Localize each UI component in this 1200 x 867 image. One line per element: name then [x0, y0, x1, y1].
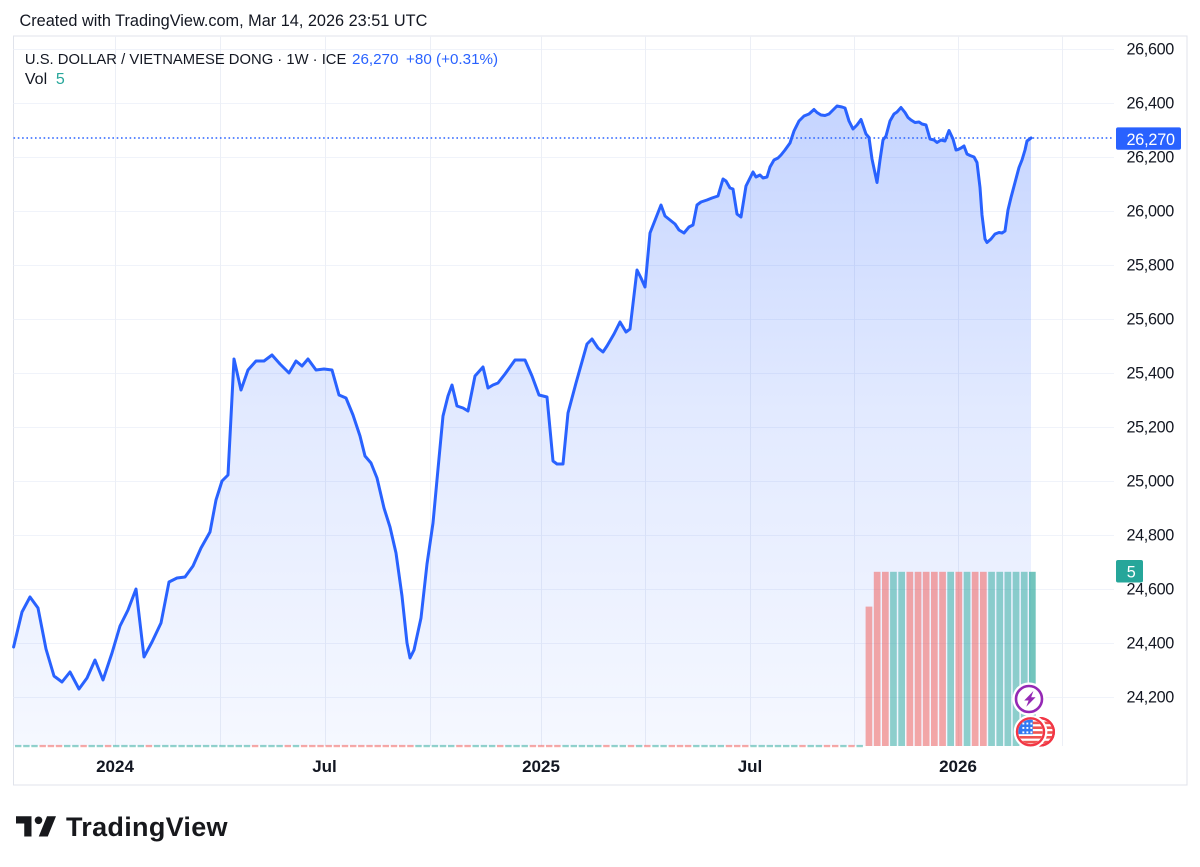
svg-text:5: 5 — [56, 71, 65, 88]
svg-text:24,800: 24,800 — [1127, 527, 1175, 545]
svg-text:26,000: 26,000 — [1127, 203, 1175, 221]
svg-text:26,270: 26,270 — [1127, 131, 1176, 149]
svg-text:Vol: Vol — [25, 71, 47, 88]
svg-text:26,600: 26,600 — [1127, 41, 1175, 59]
svg-text:Jul: Jul — [312, 757, 337, 776]
svg-text:Jul: Jul — [738, 757, 763, 776]
svg-text:26,400: 26,400 — [1127, 95, 1175, 113]
svg-text:25,000: 25,000 — [1127, 473, 1175, 491]
svg-text:Created with TradingView.com,: Created with TradingView.com, Mar 14, 20… — [20, 12, 428, 30]
svg-text:26,270 +80 (+0.31%): 26,270 +80 (+0.31%) — [352, 51, 498, 68]
svg-text:24,600: 24,600 — [1127, 581, 1175, 599]
svg-text:24,200: 24,200 — [1127, 689, 1175, 707]
svg-text:TradingView: TradingView — [66, 812, 229, 842]
svg-text:2024: 2024 — [96, 757, 134, 776]
svg-text:25,200: 25,200 — [1127, 419, 1175, 437]
svg-text:25,400: 25,400 — [1127, 365, 1175, 383]
svg-text:2025: 2025 — [522, 757, 560, 776]
svg-text:25,800: 25,800 — [1127, 257, 1175, 275]
svg-text:24,400: 24,400 — [1127, 635, 1175, 653]
svg-text:25,600: 25,600 — [1127, 311, 1175, 329]
svg-text:26,200: 26,200 — [1127, 149, 1175, 167]
svg-text:U.S. DOLLAR / VIETNAMESE DONG: U.S. DOLLAR / VIETNAMESE DONG · 1W · ICE — [25, 52, 347, 68]
svg-text:5: 5 — [1127, 563, 1136, 581]
svg-text:2026: 2026 — [939, 757, 977, 776]
